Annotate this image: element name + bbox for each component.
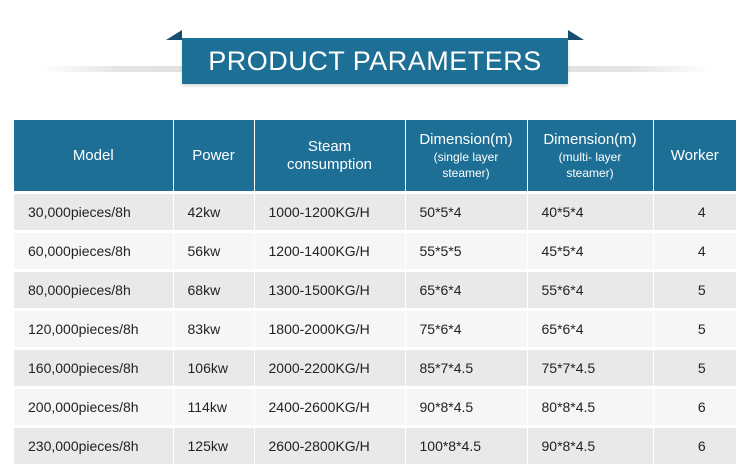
- cell-power: 42kw: [173, 191, 255, 232]
- cell-steam: 1800-2000KG/H: [254, 308, 406, 349]
- table-row: 120,000pieces/8h 83kw 1800-2000KG/H 75*6…: [14, 308, 736, 349]
- cell-model: 30,000pieces/8h: [14, 191, 174, 232]
- table-header-row: Model Power Steam consumption Dimension(…: [14, 120, 736, 193]
- cell-model: 230,000pieces/8h: [14, 425, 174, 464]
- cell-dimension-single: 90*8*4.5: [405, 386, 528, 427]
- cell-power: 83kw: [173, 308, 255, 349]
- cell-model: 160,000pieces/8h: [14, 347, 174, 388]
- title-banner: PRODUCT PARAMETERS: [0, 22, 750, 88]
- cell-dimension-single: 85*7*4.5: [405, 347, 528, 388]
- cell-steam: 1000-1200KG/H: [254, 191, 406, 232]
- cell-dimension-multi: 80*8*4.5: [527, 386, 654, 427]
- table-row: 160,000pieces/8h 106kw 2000-2200KG/H 85*…: [14, 347, 736, 388]
- cell-power: 114kw: [173, 386, 255, 427]
- cell-dimension-single: 55*5*5: [405, 230, 528, 271]
- cell-worker: 6: [653, 425, 736, 464]
- cell-model: 80,000pieces/8h: [14, 269, 174, 310]
- cell-worker: 5: [653, 269, 736, 310]
- header-model: Model: [14, 120, 174, 193]
- cell-model: 60,000pieces/8h: [14, 230, 174, 271]
- cell-power: 56kw: [173, 230, 255, 271]
- cell-dimension-single: 75*6*4: [405, 308, 528, 349]
- header-dimension-multi: Dimension(m) (multi- layer steamer): [527, 120, 654, 193]
- cell-dimension-multi: 75*7*4.5: [527, 347, 654, 388]
- cell-worker: 5: [653, 308, 736, 349]
- header-worker: Worker: [653, 120, 736, 193]
- cell-steam: 2600-2800KG/H: [254, 425, 406, 464]
- table-row: 30,000pieces/8h 42kw 1000-1200KG/H 50*5*…: [14, 191, 736, 232]
- cell-steam: 2000-2200KG/H: [254, 347, 406, 388]
- cell-power: 68kw: [173, 269, 255, 310]
- cell-steam: 1200-1400KG/H: [254, 230, 406, 271]
- page-title: PRODUCT PARAMETERS: [182, 38, 568, 84]
- cell-dimension-single: 65*6*4: [405, 269, 528, 310]
- header-steam-consumption: Steam consumption: [254, 120, 406, 193]
- product-parameters-table: Model Power Steam consumption Dimension(…: [14, 120, 736, 464]
- ribbon-fold-left: [166, 30, 182, 40]
- cell-steam: 1300-1500KG/H: [254, 269, 406, 310]
- cell-dimension-multi: 40*5*4: [527, 191, 654, 232]
- cell-power: 125kw: [173, 425, 255, 464]
- header-dimension-single: Dimension(m) (single layer steamer): [405, 120, 528, 193]
- table-row: 60,000pieces/8h 56kw 1200-1400KG/H 55*5*…: [14, 230, 736, 271]
- cell-worker: 4: [653, 230, 736, 271]
- cell-dimension-multi: 55*6*4: [527, 269, 654, 310]
- cell-dimension-multi: 45*5*4: [527, 230, 654, 271]
- cell-worker: 5: [653, 347, 736, 388]
- cell-dimension-multi: 65*6*4: [527, 308, 654, 349]
- ribbon-fold-right: [568, 30, 584, 40]
- cell-dimension-multi: 90*8*4.5: [527, 425, 654, 464]
- cell-dimension-single: 100*8*4.5: [405, 425, 528, 464]
- cell-model: 200,000pieces/8h: [14, 386, 174, 427]
- cell-worker: 6: [653, 386, 736, 427]
- table-row: 80,000pieces/8h 68kw 1300-1500KG/H 65*6*…: [14, 269, 736, 310]
- header-power: Power: [173, 120, 255, 193]
- table-row: 230,000pieces/8h 125kw 2600-2800KG/H 100…: [14, 425, 736, 464]
- cell-dimension-single: 50*5*4: [405, 191, 528, 232]
- cell-power: 106kw: [173, 347, 255, 388]
- table-row: 200,000pieces/8h 114kw 2400-2600KG/H 90*…: [14, 386, 736, 427]
- cell-steam: 2400-2600KG/H: [254, 386, 406, 427]
- cell-worker: 4: [653, 191, 736, 232]
- cell-model: 120,000pieces/8h: [14, 308, 174, 349]
